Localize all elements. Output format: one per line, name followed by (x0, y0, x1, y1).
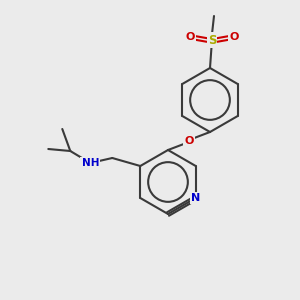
Text: O: O (184, 136, 194, 146)
Text: O: O (229, 32, 239, 42)
Text: S: S (208, 34, 216, 46)
Text: O: O (185, 32, 195, 42)
Text: NH: NH (82, 158, 99, 168)
Text: N: N (191, 193, 200, 203)
